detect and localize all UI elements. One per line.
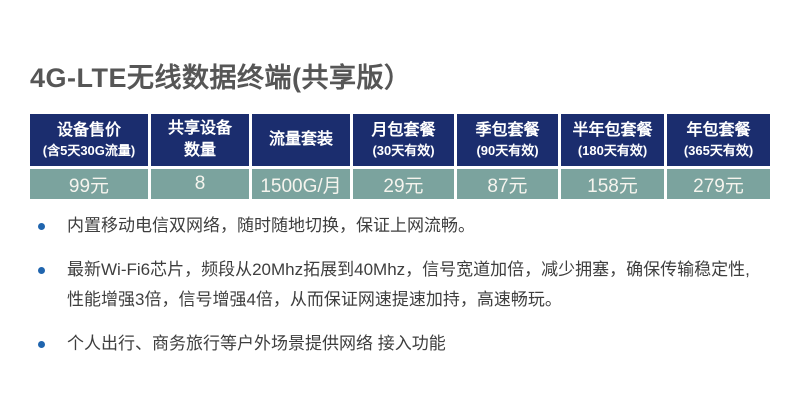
- column-header: 季包套餐 (90天有效): [457, 114, 558, 166]
- column-header: 半年包套餐 (180天有效): [561, 114, 664, 166]
- column-header-label: 设备售价: [56, 122, 121, 140]
- column-header-sublabel: (30天有效): [372, 143, 435, 159]
- column-header: 共享设备 数量: [151, 114, 249, 166]
- table-column-data-package: 流量套装 1500G/月: [252, 114, 350, 199]
- bullet-icon: [38, 223, 45, 230]
- column-value: 99元: [30, 169, 148, 199]
- table-column-device-price: 设备售价 (含5天30G流量) 99元: [30, 114, 148, 199]
- column-header-label: 年包套餐: [686, 122, 751, 140]
- feature-item: 内置移动电信双网络，随时随地切换，保证上网流畅。: [30, 211, 766, 241]
- column-value: 8: [151, 169, 249, 199]
- feature-list: 内置移动电信双网络，随时随地切换，保证上网流畅。 最新Wi-Fi6芯片，频段从2…: [30, 211, 766, 373]
- feature-text: 个人出行、商务旅行等户外场景提供网络 接入功能: [67, 334, 446, 353]
- table-column-yearly-plan: 年包套餐 (365天有效) 279元: [667, 114, 770, 199]
- feature-text: 最新Wi-Fi6芯片，频段从20Mhz拓展到40Mhz，信号宽道加倍，减少拥塞，…: [67, 260, 750, 309]
- column-value: 279元: [667, 169, 770, 199]
- column-header: 流量套装: [252, 114, 350, 166]
- column-header-label: 半年包套餐: [572, 122, 653, 140]
- feature-text: 内置移动电信双网络，随时随地切换，保证上网流畅。: [67, 216, 475, 235]
- table-column-half-year-plan: 半年包套餐 (180天有效) 158元: [561, 114, 664, 199]
- page-title: 4G-LTE无线数据终端(共享版）: [30, 63, 412, 93]
- column-header-sublabel: (90天有效): [476, 143, 539, 159]
- column-header: 设备售价 (含5天30G流量): [30, 114, 148, 166]
- column-value: 1500G/月: [252, 169, 350, 199]
- table-column-shared-devices: 共享设备 数量 8: [151, 114, 249, 199]
- bullet-icon: [38, 341, 45, 348]
- feature-item: 个人出行、商务旅行等户外场景提供网络 接入功能: [30, 329, 766, 359]
- column-header-sublabel: (180天有效): [577, 143, 648, 159]
- feature-item: 最新Wi-Fi6芯片，频段从20Mhz拓展到40Mhz，信号宽道加倍，减少拥塞，…: [30, 255, 766, 315]
- column-value: 158元: [561, 169, 664, 199]
- pricing-table: 设备售价 (含5天30G流量) 99元 共享设备 数量 8 流量套装 1500G…: [30, 114, 770, 199]
- bullet-icon: [38, 267, 45, 274]
- column-header-label: 流量套装: [268, 131, 333, 149]
- column-header-sublabel: (365天有效): [683, 143, 754, 159]
- column-header-sublabel: (含5天30G流量): [42, 143, 136, 159]
- column-header-label: 季包套餐: [475, 122, 540, 140]
- table-column-quarterly-plan: 季包套餐 (90天有效) 87元: [457, 114, 558, 199]
- table-column-monthly-plan: 月包套餐 (30天有效) 29元: [353, 114, 454, 199]
- column-header: 年包套餐 (365天有效): [667, 114, 770, 166]
- column-header-label: 共享设备 数量: [167, 120, 232, 159]
- column-header-label: 月包套餐: [371, 122, 436, 140]
- column-value: 29元: [353, 169, 454, 199]
- column-header: 月包套餐 (30天有效): [353, 114, 454, 166]
- column-value: 87元: [457, 169, 558, 199]
